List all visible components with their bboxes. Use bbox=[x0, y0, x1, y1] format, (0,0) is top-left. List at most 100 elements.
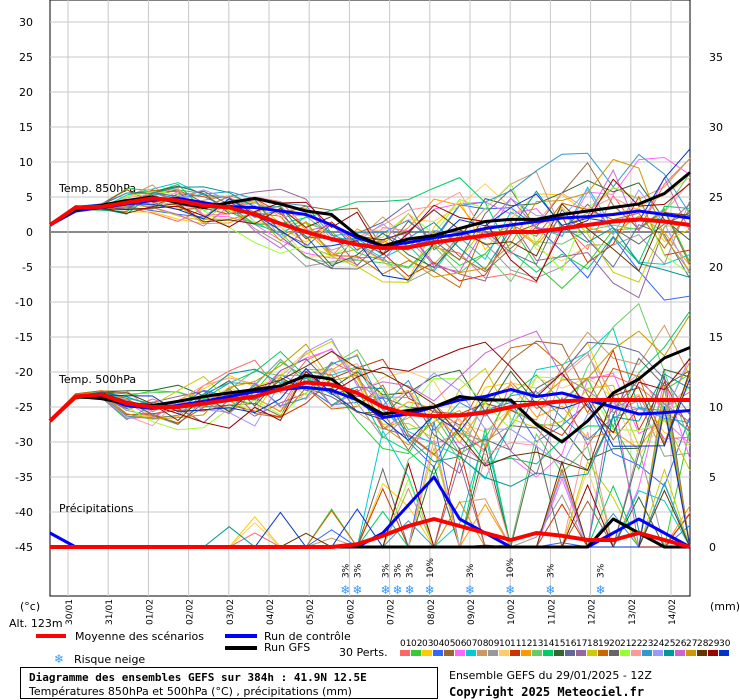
pert-legend-id: 29 bbox=[708, 639, 720, 649]
pert-legend-id: 23 bbox=[642, 639, 653, 649]
right-axis-ticks: 757065605550454035302520151050 bbox=[709, 51, 723, 554]
right-tick-label: 10 bbox=[709, 401, 723, 414]
plot-frame bbox=[49, 0, 691, 597]
panel-label-t500: Temp. 500hPa bbox=[58, 373, 136, 386]
pert-legend-id: 18 bbox=[587, 639, 599, 649]
date-tick-label: 09/02 bbox=[467, 599, 477, 625]
pert-legend-id: 20 bbox=[609, 639, 621, 649]
footer-box: Diagramme des ensembles GEFS sur 384h : … bbox=[20, 667, 438, 699]
series-line-t500 bbox=[48, 346, 691, 444]
legend: Moyenne des scénarios Run de contrôle Ru… bbox=[36, 630, 731, 666]
pert-legend-swatch bbox=[455, 650, 465, 656]
pert-legend-swatch bbox=[499, 650, 509, 656]
snowflake-icon: ❄ bbox=[54, 652, 64, 666]
pert-legend-id: 26 bbox=[675, 639, 687, 649]
right-tick-label: 15 bbox=[709, 331, 723, 344]
pert-line-t850 bbox=[49, 178, 691, 282]
pert-line-t500 bbox=[49, 330, 691, 440]
pert-legend-id: 03 bbox=[422, 639, 433, 649]
series-line-t500 bbox=[48, 380, 690, 423]
main-series-lines bbox=[48, 171, 691, 549]
pert-legend-swatch bbox=[664, 650, 674, 656]
pert-line-t500 bbox=[49, 357, 691, 471]
legend-mean-label: Moyenne des scénarios bbox=[75, 630, 204, 643]
right-tick-label: 30 bbox=[709, 121, 723, 134]
pert-legend-id: 02 bbox=[411, 639, 422, 649]
panel-label-t850: Temp. 850hPa bbox=[58, 182, 136, 195]
pert-line-t500 bbox=[49, 368, 691, 461]
snowflake-icon: ❄ bbox=[545, 583, 555, 597]
run-info: Ensemble GEFS du 29/01/2025 - 12Z bbox=[449, 669, 652, 682]
snow-risk-percent: 3% bbox=[394, 563, 404, 578]
pert-legend-id: 30 bbox=[719, 639, 731, 649]
left-tick-label: 0 bbox=[26, 226, 33, 239]
left-tick-label: -15 bbox=[15, 331, 33, 344]
left-tick-label: -25 bbox=[15, 401, 33, 414]
pert-legend-id: 21 bbox=[620, 639, 631, 649]
snow-risk-percent: 3% bbox=[353, 563, 363, 578]
left-tick-label: 10 bbox=[19, 156, 33, 169]
date-tick-label: 10/02 bbox=[507, 599, 517, 625]
right-tick-label: 25 bbox=[709, 191, 723, 204]
perturbation-legend: 01 02 03 04 05 06 07 08 09 10 11 12 13 14 15 16 17 18 19 20… bbox=[400, 639, 731, 656]
date-tick-label: 02/02 bbox=[186, 599, 196, 625]
date-tick-label: 05/02 bbox=[306, 599, 316, 625]
left-tick-label: -40 bbox=[15, 506, 33, 519]
pert-legend-swatch bbox=[521, 650, 531, 656]
pert-line-t500 bbox=[49, 342, 691, 455]
series-line-precip bbox=[50, 517, 691, 549]
date-tick-label: 12/02 bbox=[588, 599, 598, 625]
pert-legend-id: 06 bbox=[455, 639, 467, 649]
pert-legend-swatch bbox=[466, 650, 476, 656]
snowflake-icon: ❄ bbox=[393, 583, 403, 597]
date-axis-ticks: 30/01 31/01 01/02 02/02 03/02 04/02 05/02 06/02… bbox=[65, 599, 678, 625]
right-unit-label: (mm) bbox=[710, 600, 740, 613]
pert-legend-swatch bbox=[587, 650, 597, 656]
pert-legend-id: 15 bbox=[554, 639, 565, 649]
date-tick-label: 07/02 bbox=[387, 599, 397, 625]
legend-gfs-label: Run GFS bbox=[264, 641, 310, 654]
pert-legend-id: 24 bbox=[653, 639, 665, 649]
pert-legend-swatch bbox=[598, 650, 608, 656]
snow-risk-markers: 3%❄3%❄3%❄3%❄3%❄10%❄3%❄10%❄3%❄3%❄ bbox=[340, 558, 606, 597]
legend-control-label: Run de contrôle bbox=[264, 630, 351, 643]
pert-legend-swatch bbox=[510, 650, 520, 656]
right-tick-label: 0 bbox=[709, 541, 716, 554]
left-tick-label: -20 bbox=[15, 366, 33, 379]
left-tick-label: 15 bbox=[19, 121, 33, 134]
snow-risk-percent: 3% bbox=[546, 563, 556, 578]
pert-legend-swatch bbox=[719, 650, 729, 656]
series-line-t850 bbox=[48, 196, 691, 251]
left-tick-label: 20 bbox=[19, 86, 33, 99]
pert-line-t500 bbox=[49, 348, 691, 437]
pert-legend-swatch bbox=[543, 650, 553, 656]
pert-legend-swatch bbox=[609, 650, 619, 656]
date-tick-label: 13/02 bbox=[628, 599, 638, 625]
left-tick-label: -35 bbox=[15, 471, 33, 484]
left-tick-label: -5 bbox=[22, 261, 33, 274]
pert-legend-id: 10 bbox=[499, 639, 511, 649]
left-axis-ticks: 30 25 20 15 10 5 0 -5 -10 -15 -20 -25 -30 -35 -40 -45 bbox=[15, 16, 33, 554]
pert-legend-swatch bbox=[686, 650, 696, 656]
pert-legend-swatch bbox=[576, 650, 586, 656]
snow-risk-percent: 3% bbox=[406, 563, 416, 578]
left-tick-label: -45 bbox=[15, 541, 33, 554]
date-tick-label: 01/02 bbox=[145, 599, 155, 625]
date-tick-label: 11/02 bbox=[547, 599, 557, 625]
pert-legend-swatch bbox=[642, 650, 652, 656]
snowflake-icon: ❄ bbox=[465, 583, 475, 597]
snowflake-icon: ❄ bbox=[340, 583, 350, 597]
pert-legend-swatch bbox=[411, 650, 421, 656]
left-tick-label: 30 bbox=[19, 16, 33, 29]
pert-legend-swatch bbox=[620, 650, 630, 656]
pert-legend-id: 07 bbox=[466, 639, 477, 649]
snowflake-icon: ❄ bbox=[505, 583, 515, 597]
left-tick-label: -30 bbox=[15, 436, 33, 449]
pert-legend-swatch bbox=[631, 650, 641, 656]
right-tick-label: 5 bbox=[709, 471, 716, 484]
pert-legend-id: 09 bbox=[488, 639, 500, 649]
pert-legend-swatch bbox=[708, 650, 718, 656]
snowflake-icon: ❄ bbox=[405, 583, 415, 597]
snowflake-icon: ❄ bbox=[352, 583, 362, 597]
